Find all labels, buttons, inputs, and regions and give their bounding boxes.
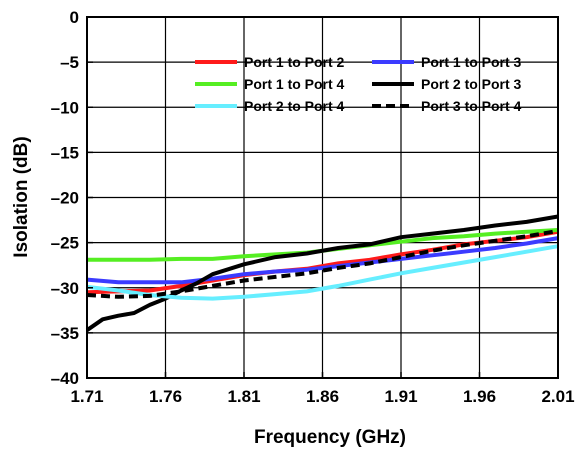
y-axis-title: Isolation (dB) [11,136,32,257]
grid [87,17,558,378]
x-tick-label: 1.81 [227,387,260,406]
y-tick-label: –35 [51,324,79,343]
x-axis-title: Frequency (GHz) [254,427,406,448]
x-tick-label: 1.76 [149,387,182,406]
y-tick-label: –25 [51,234,79,253]
x-tick-label: 1.71 [70,387,103,406]
series-lines [85,214,559,332]
legend-label-port-1-to-port-2: Port 1 to Port 2 [244,54,345,70]
series-line-port-2-to-port-4 [86,244,559,301]
x-tick-labels: 1.71 1.76 1.81 1.86 1.91 1.96 2.01 [70,387,574,406]
legend-label-port-2-to-port-3: Port 2 to Port 3 [421,76,522,92]
series-line-port-1-to-port-3 [86,236,559,285]
legend-label-port-3-to-port-4: Port 3 to Port 4 [421,98,522,114]
y-tick-label: –40 [51,369,79,388]
axis-ticks [86,16,559,379]
series-line-port-2-to-port-3 [85,214,559,332]
x-tick-label: 1.96 [463,387,496,406]
y-tick-label: –20 [51,189,79,208]
legend-label-port-1-to-port-4: Port 1 to Port 4 [244,76,345,92]
y-tick-labels: 0 –5 –10 –15 –20 –25 –30 –35 –40 [51,8,79,388]
y-tick-label: –15 [51,143,79,162]
x-tick-label: 1.86 [306,387,339,406]
y-tick-label: 0 [70,8,79,27]
legend-label-port-1-to-port-3: Port 1 to Port 3 [421,54,522,70]
y-tick-label: –5 [60,53,79,72]
legend: Port 1 to Port 2 Port 1 to Port 3 Port 1 t… [195,54,522,114]
series-line-port-3-to-port-4 [86,228,559,299]
y-tick-label: –30 [51,279,79,298]
y-tick-label: –10 [51,98,79,117]
legend-label-port-2-to-port-4: Port 2 to Port 4 [244,98,345,114]
x-tick-label: 2.01 [541,387,574,406]
x-tick-label: 1.91 [384,387,417,406]
